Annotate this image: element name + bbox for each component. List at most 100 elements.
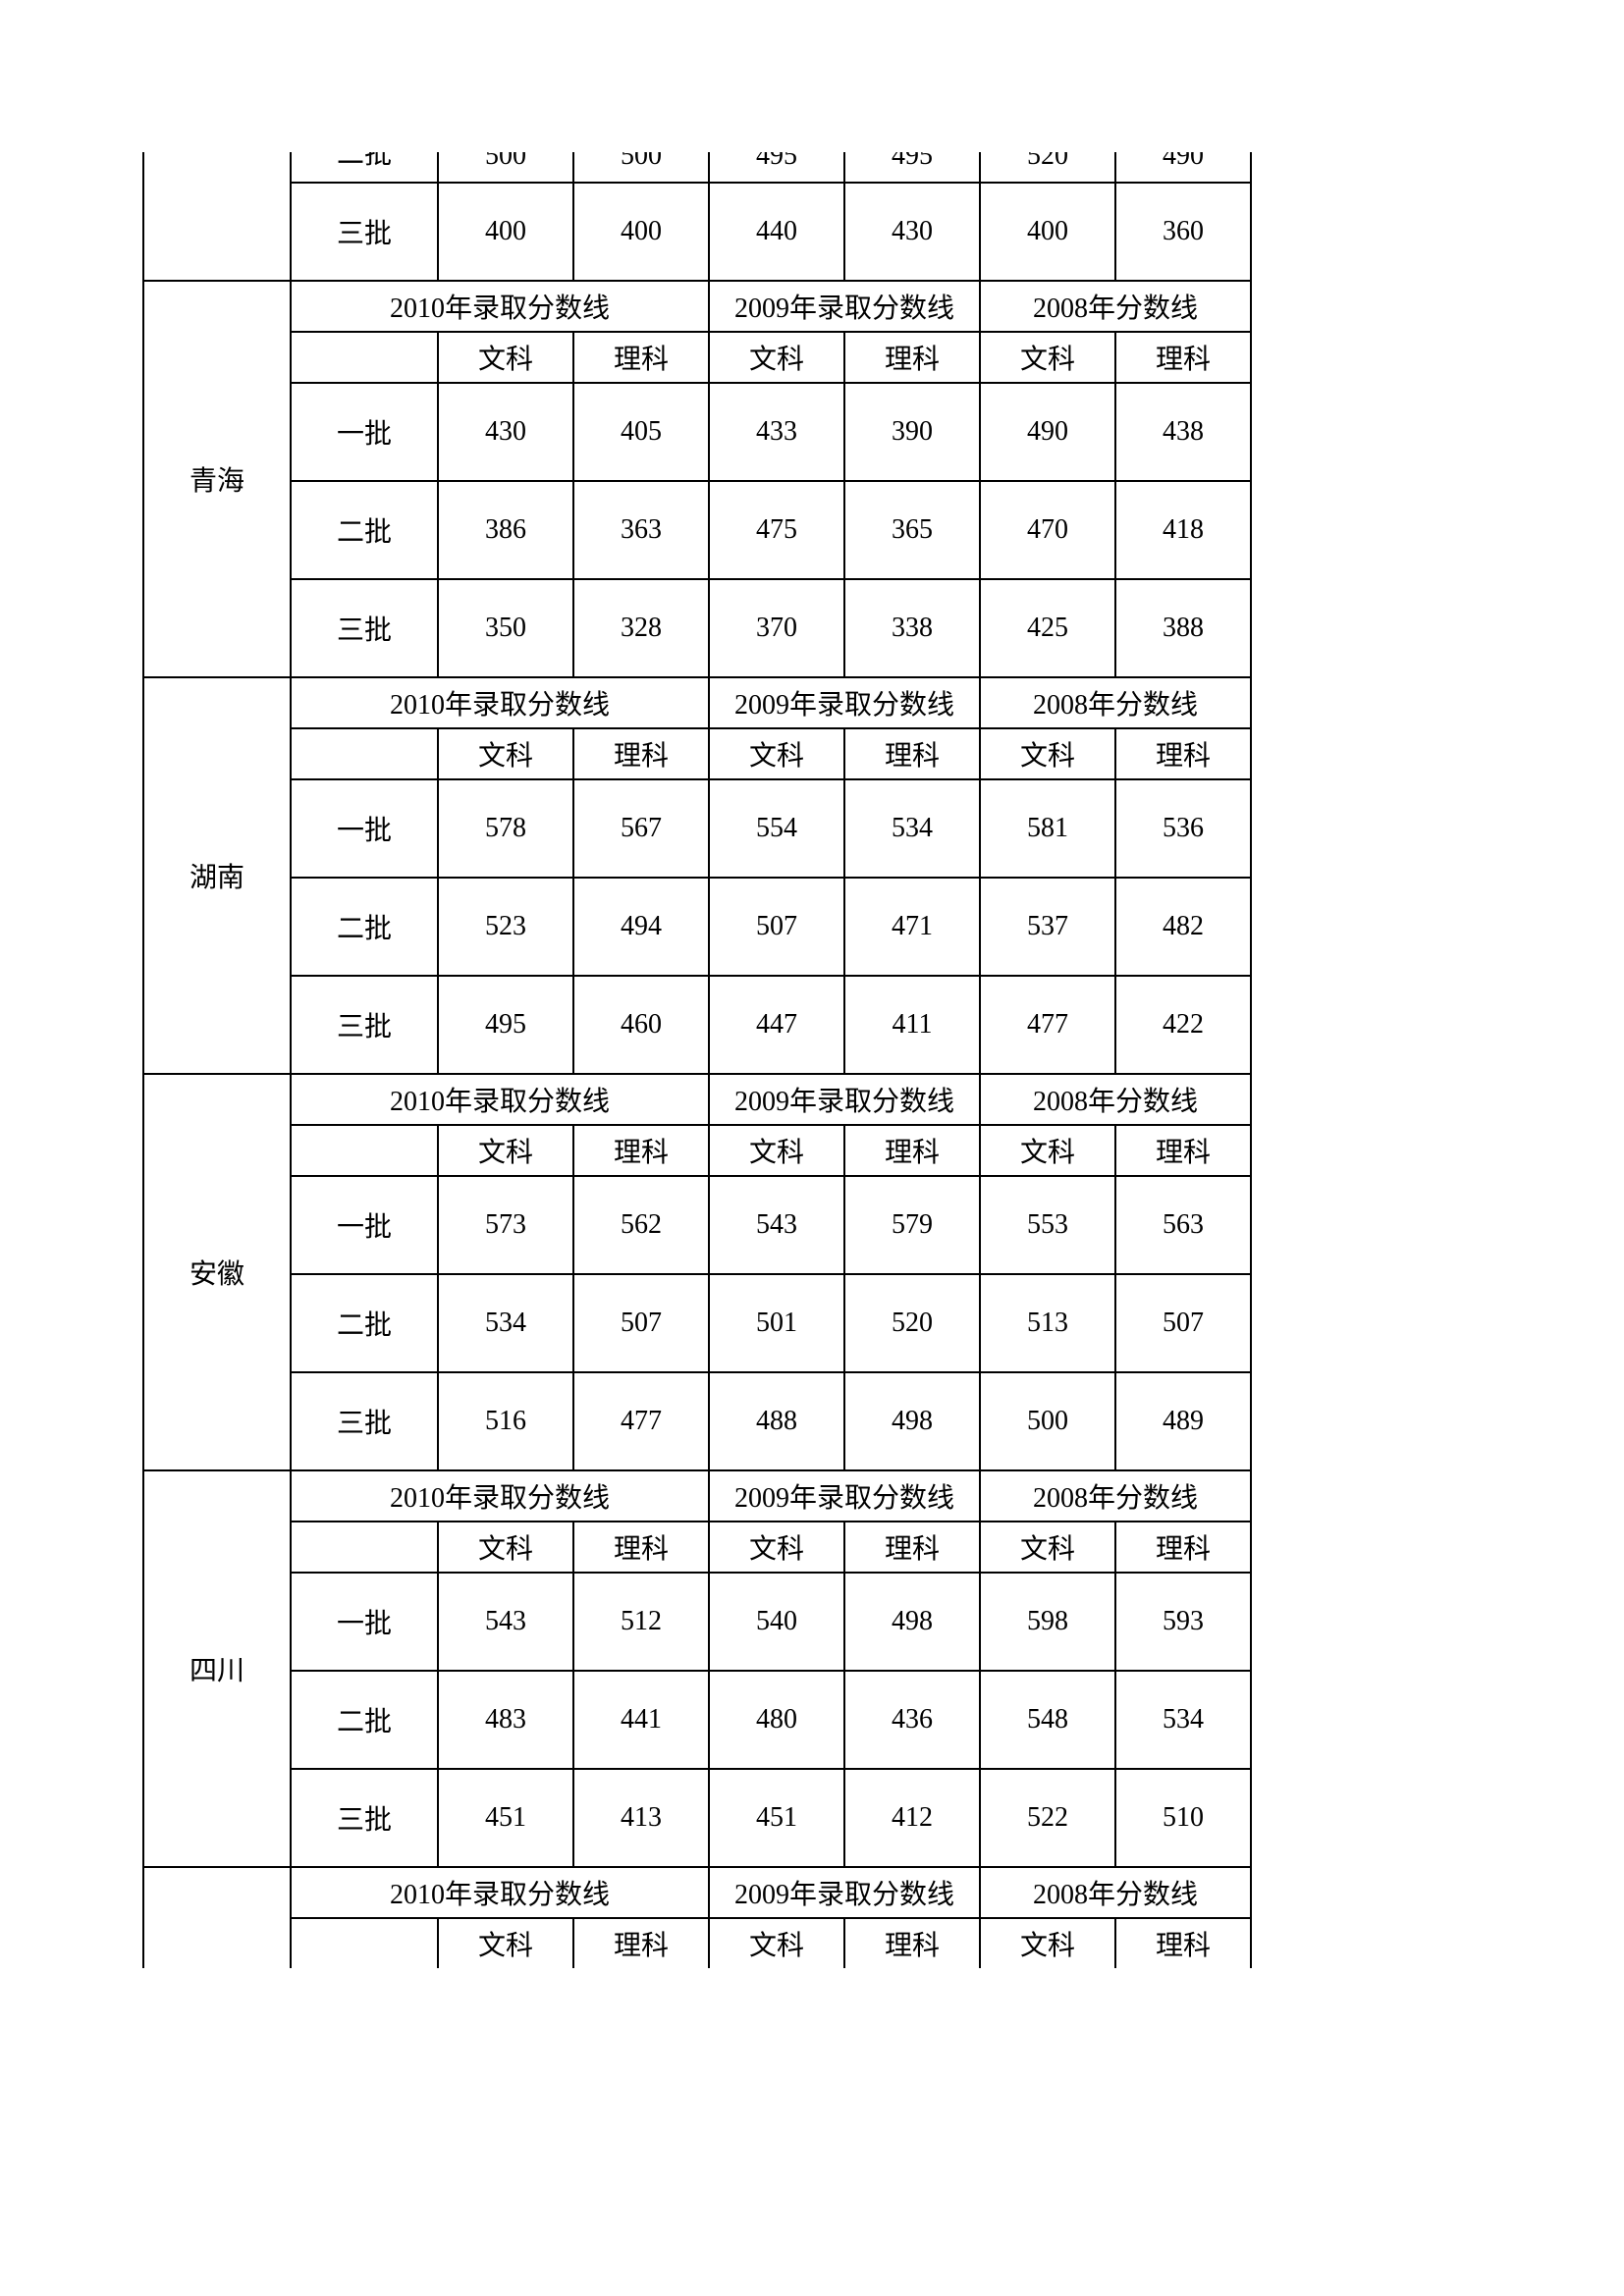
score-cell: 365 bbox=[844, 481, 980, 579]
batch-cell: 三批 bbox=[291, 976, 438, 1074]
score-cell: 482 bbox=[1115, 878, 1251, 976]
year-header: 2009年录取分数线 bbox=[709, 677, 980, 728]
sub-wen: 文科 bbox=[709, 332, 844, 383]
score-cell: 430 bbox=[438, 383, 573, 481]
score-cell: 512 bbox=[573, 1573, 709, 1671]
sub-li: 理科 bbox=[1115, 728, 1251, 779]
sub-wen: 文科 bbox=[709, 1522, 844, 1573]
score-cell: 470 bbox=[980, 481, 1115, 579]
top-cut-batch: 二批 bbox=[291, 152, 438, 183]
batch-cell: 一批 bbox=[291, 1573, 438, 1671]
score-cell: 388 bbox=[1115, 579, 1251, 677]
score-cell: 490 bbox=[980, 383, 1115, 481]
score-cell: 338 bbox=[844, 579, 980, 677]
top-cut-v4: 520 bbox=[980, 152, 1115, 183]
score-cell: 579 bbox=[844, 1176, 980, 1274]
year-header: 2010年录取分数线 bbox=[291, 1074, 709, 1125]
year-header: 2008年分数线 bbox=[980, 677, 1251, 728]
batch-cell: 三批 bbox=[291, 579, 438, 677]
sub-li: 理科 bbox=[573, 1522, 709, 1573]
score-cell: 480 bbox=[709, 1671, 844, 1769]
sub-li: 理科 bbox=[1115, 332, 1251, 383]
top-cut-b3-v0: 400 bbox=[438, 183, 573, 281]
bottom-cut-province bbox=[143, 1867, 291, 1968]
bottom-sub-w1: 文科 bbox=[438, 1918, 573, 1968]
score-cell: 567 bbox=[573, 779, 709, 878]
score-cell: 534 bbox=[438, 1274, 573, 1372]
score-cell: 451 bbox=[438, 1769, 573, 1867]
batch-cell: 一批 bbox=[291, 383, 438, 481]
sub-li: 理科 bbox=[844, 1522, 980, 1573]
bottom-sub-l2: 理科 bbox=[844, 1918, 980, 1968]
year-header: 2010年录取分数线 bbox=[291, 1470, 709, 1522]
sub-li: 理科 bbox=[1115, 1522, 1251, 1573]
batch-cell: 一批 bbox=[291, 779, 438, 878]
sub-wen: 文科 bbox=[980, 728, 1115, 779]
batch-cell: 二批 bbox=[291, 1671, 438, 1769]
score-cell: 562 bbox=[573, 1176, 709, 1274]
score-cell: 471 bbox=[844, 878, 980, 976]
batch-cell: 三批 bbox=[291, 1372, 438, 1470]
score-cell: 598 bbox=[980, 1573, 1115, 1671]
province-cell: 安徽 bbox=[143, 1074, 291, 1470]
score-cell: 507 bbox=[1115, 1274, 1251, 1372]
top-cut-batch-label: 二批 bbox=[292, 152, 437, 172]
score-cell: 523 bbox=[438, 878, 573, 976]
score-cell: 500 bbox=[980, 1372, 1115, 1470]
year-header: 2008年分数线 bbox=[980, 1470, 1251, 1522]
top-cut-b3-v1: 400 bbox=[573, 183, 709, 281]
score-cell: 390 bbox=[844, 383, 980, 481]
top-cut-b3: 三批 bbox=[291, 183, 438, 281]
sub-wen: 文科 bbox=[709, 1125, 844, 1176]
sub-wen: 文科 bbox=[438, 1522, 573, 1573]
province-cell: 青海 bbox=[143, 281, 291, 677]
year-header: 2008年分数线 bbox=[980, 1074, 1251, 1125]
top-cut-b3-v4: 400 bbox=[980, 183, 1115, 281]
score-cell: 489 bbox=[1115, 1372, 1251, 1470]
score-cell: 520 bbox=[844, 1274, 980, 1372]
score-cell: 495 bbox=[438, 976, 573, 1074]
score-cell: 350 bbox=[438, 579, 573, 677]
score-cell: 483 bbox=[438, 1671, 573, 1769]
score-cell: 534 bbox=[1115, 1671, 1251, 1769]
score-cell: 328 bbox=[573, 579, 709, 677]
sub-wen: 文科 bbox=[438, 728, 573, 779]
score-cell: 413 bbox=[573, 1769, 709, 1867]
batch-cell: 二批 bbox=[291, 878, 438, 976]
bottom-sub-l3: 理科 bbox=[1115, 1918, 1251, 1968]
score-cell: 537 bbox=[980, 878, 1115, 976]
sub-li: 理科 bbox=[1115, 1125, 1251, 1176]
score-cell: 543 bbox=[438, 1573, 573, 1671]
score-cell: 418 bbox=[1115, 481, 1251, 579]
top-cut-v1: 500 bbox=[573, 152, 709, 183]
score-cell: 411 bbox=[844, 976, 980, 1074]
sub-li: 理科 bbox=[573, 728, 709, 779]
score-cell: 498 bbox=[844, 1372, 980, 1470]
score-cell: 534 bbox=[844, 779, 980, 878]
score-cell: 581 bbox=[980, 779, 1115, 878]
sub-blank bbox=[291, 1522, 438, 1573]
score-cell: 516 bbox=[438, 1372, 573, 1470]
bottom-hdr-2009: 2009年录取分数线 bbox=[709, 1867, 980, 1918]
batch-cell: 一批 bbox=[291, 1176, 438, 1274]
top-cut-v2: 495 bbox=[709, 152, 844, 183]
top-cut-v3: 495 bbox=[844, 152, 980, 183]
top-cut-v5: 490 bbox=[1115, 152, 1251, 183]
sub-li: 理科 bbox=[573, 1125, 709, 1176]
score-cell: 507 bbox=[709, 878, 844, 976]
bottom-sub-w3: 文科 bbox=[980, 1918, 1115, 1968]
score-cell: 475 bbox=[709, 481, 844, 579]
score-cell: 370 bbox=[709, 579, 844, 677]
score-cell: 510 bbox=[1115, 1769, 1251, 1867]
top-cut-b3-v3: 430 bbox=[844, 183, 980, 281]
score-cell: 425 bbox=[980, 579, 1115, 677]
year-header: 2010年录取分数线 bbox=[291, 281, 709, 332]
score-cell: 554 bbox=[709, 779, 844, 878]
score-cell: 436 bbox=[844, 1671, 980, 1769]
score-cell: 460 bbox=[573, 976, 709, 1074]
score-cell: 363 bbox=[573, 481, 709, 579]
sub-li: 理科 bbox=[844, 332, 980, 383]
score-cell: 507 bbox=[573, 1274, 709, 1372]
sub-wen: 文科 bbox=[438, 332, 573, 383]
score-cell: 536 bbox=[1115, 779, 1251, 878]
